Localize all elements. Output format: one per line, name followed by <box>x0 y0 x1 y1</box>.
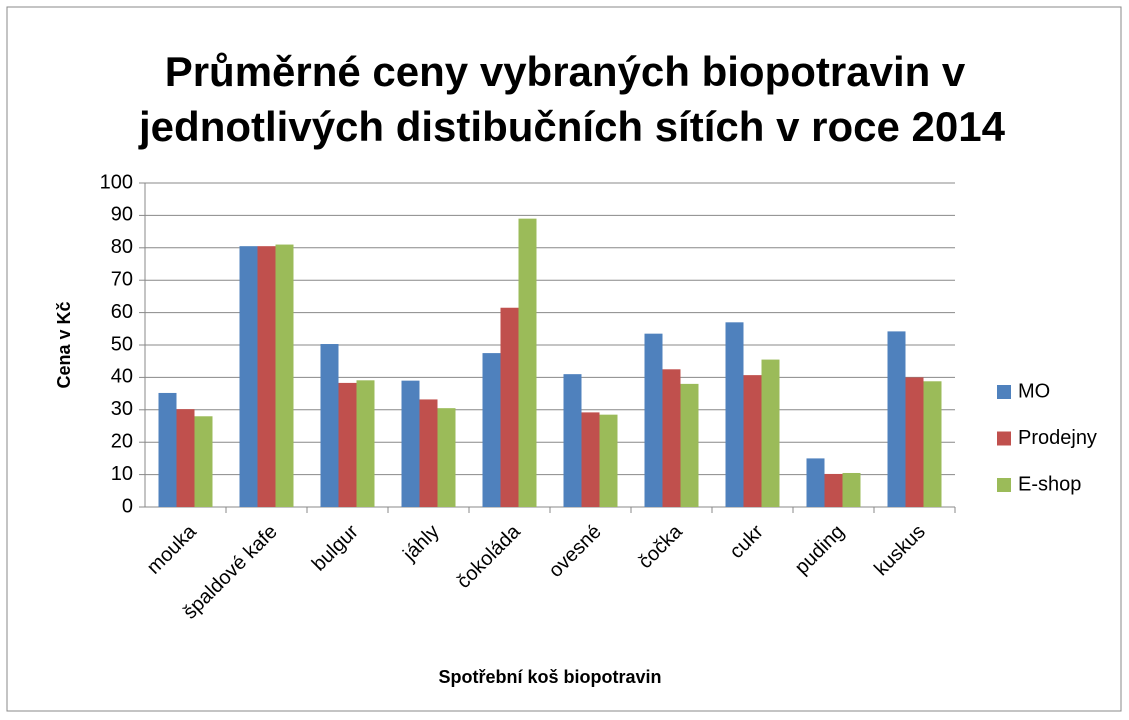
bar <box>644 333 663 507</box>
bar <box>437 408 456 507</box>
y-tick-label: 0 <box>122 495 133 517</box>
legend-label: E-shop <box>1018 473 1081 495</box>
bar <box>887 331 906 507</box>
legend-label: Prodejny <box>1018 427 1097 449</box>
bar <box>905 377 924 507</box>
y-tick-label: 50 <box>111 333 133 355</box>
bar <box>338 382 357 507</box>
bar <box>239 246 258 507</box>
bar <box>401 380 420 507</box>
y-axis-title: Cena v Kč <box>54 301 74 388</box>
y-tick-label: 40 <box>111 366 133 388</box>
bar <box>356 380 375 507</box>
y-tick-label: 60 <box>111 301 133 323</box>
bar <box>563 374 582 507</box>
x-axis-title: Spotřební koš biopotravin <box>438 667 661 687</box>
bar <box>320 344 339 507</box>
chart-title: Průměrné ceny vybraných biopotravin v <box>165 48 966 95</box>
y-tick-label: 80 <box>111 236 133 258</box>
bar <box>158 392 177 507</box>
bar <box>500 307 519 507</box>
legend-label: MO <box>1018 380 1050 402</box>
bar <box>806 458 825 507</box>
bar <box>662 369 681 507</box>
bar <box>581 412 600 507</box>
y-tick-label: 90 <box>111 204 133 226</box>
legend-swatch <box>997 431 1011 446</box>
bar <box>599 414 618 507</box>
bar <box>176 409 195 507</box>
bar <box>194 416 213 507</box>
y-tick-label: 100 <box>100 171 133 193</box>
bar <box>923 381 942 507</box>
legend-swatch <box>997 478 1011 492</box>
legend-swatch <box>997 385 1011 399</box>
bar <box>275 244 294 507</box>
bar <box>680 383 699 507</box>
y-tick-label: 20 <box>111 430 133 452</box>
bar <box>743 375 762 507</box>
y-tick-label: 10 <box>111 463 133 485</box>
bar <box>761 359 780 507</box>
bar <box>257 246 276 507</box>
chart-title: jednotlivých distibučních sítích v roce … <box>138 103 1006 150</box>
bar <box>482 353 501 507</box>
y-tick-label: 30 <box>111 398 133 420</box>
bar <box>419 399 438 507</box>
bar <box>725 322 744 507</box>
chart-frame <box>6 6 1122 712</box>
bar <box>824 473 843 507</box>
y-tick-label: 70 <box>111 268 133 290</box>
bar <box>518 218 537 507</box>
bar <box>842 472 861 507</box>
